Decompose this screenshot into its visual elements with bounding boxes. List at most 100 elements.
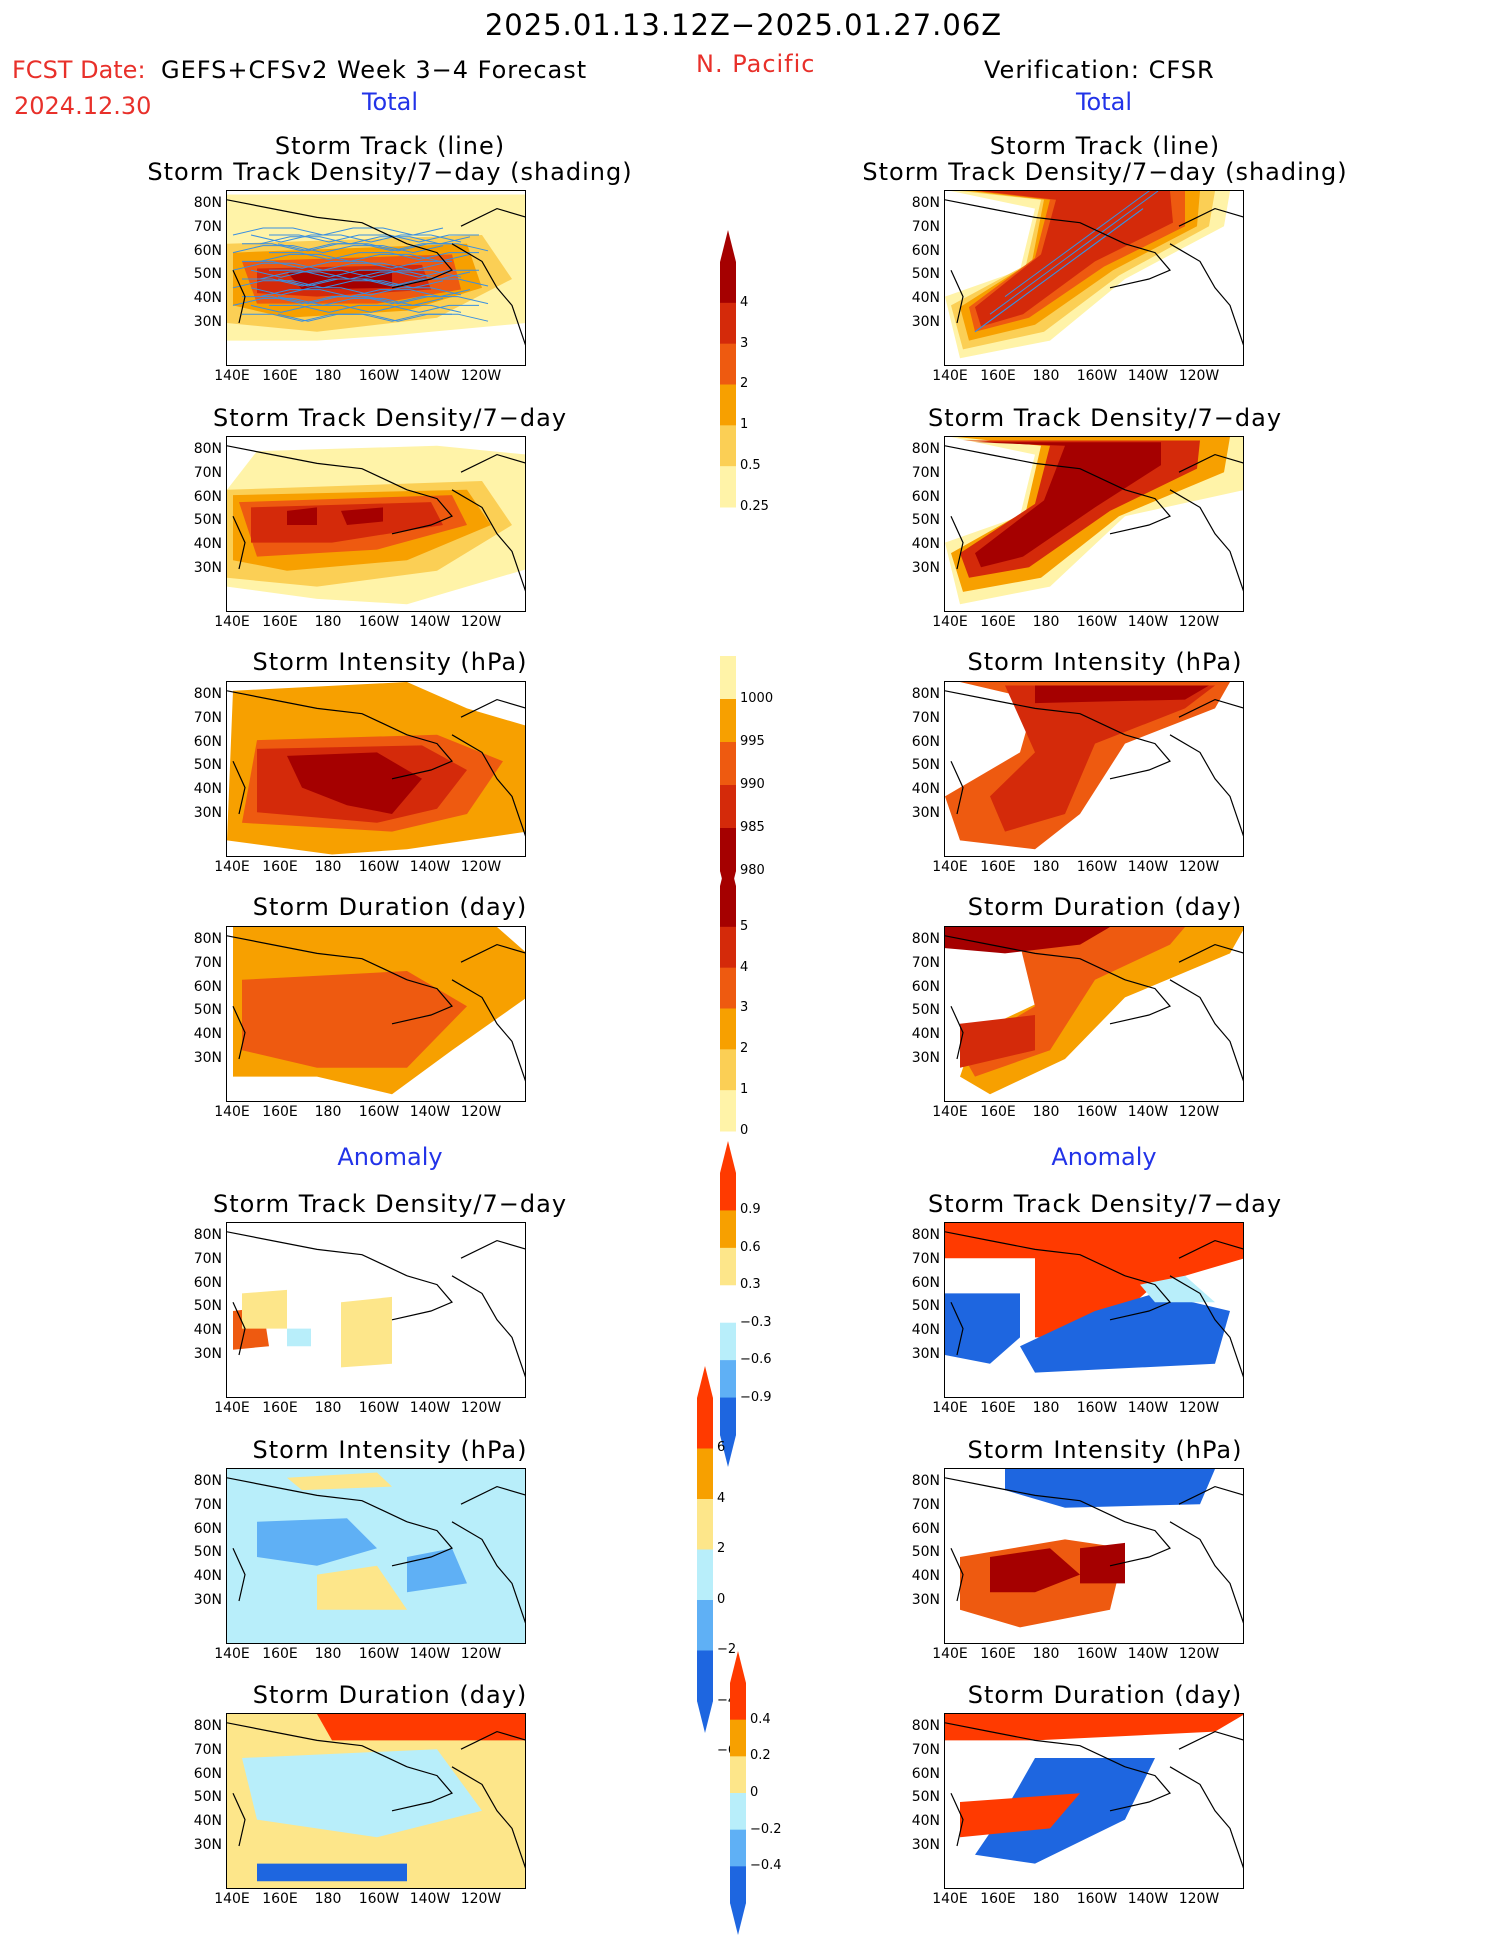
colorbar-swatch bbox=[697, 1549, 713, 1601]
lat-tick-label: 60N bbox=[193, 1520, 222, 1537]
lat-tick-label: 30N bbox=[193, 1836, 222, 1853]
lon-tick-label: 120W bbox=[1178, 614, 1220, 630]
lat-tick-label: 40N bbox=[193, 1568, 222, 1585]
storm-track-line bbox=[232, 245, 444, 254]
lon-tick-label: 160W bbox=[1076, 1646, 1118, 1662]
lat-tick-label: 30N bbox=[911, 1049, 940, 1066]
lat-tick-label: 70N bbox=[911, 1496, 940, 1513]
lon-tick-label: 140E bbox=[932, 1891, 968, 1907]
lon-tick-label: 160E bbox=[980, 1400, 1016, 1416]
lon-tick-label: 160E bbox=[980, 1104, 1016, 1120]
lon-tick-label: 160E bbox=[980, 1891, 1016, 1907]
lat-tick-label: 30N bbox=[193, 1049, 222, 1066]
colorbar-anom_intensity bbox=[697, 1366, 713, 1733]
lon-tick-label: 180 bbox=[1032, 1891, 1060, 1907]
lon-tick-label: 160W bbox=[358, 1646, 400, 1662]
lat-tick-label: 80N bbox=[193, 1473, 222, 1490]
lon-tick-label: 120W bbox=[1178, 1104, 1220, 1120]
coastline bbox=[1178, 1730, 1243, 1750]
colorbar-arrow-top bbox=[720, 1141, 736, 1173]
lat-tick-label: 40N bbox=[193, 536, 222, 553]
lon-tick-label: 140E bbox=[932, 614, 968, 630]
lat-tick-label: 80N bbox=[911, 195, 940, 212]
coastline bbox=[227, 199, 408, 245]
lat-tick-label: 30N bbox=[911, 1591, 940, 1608]
coastline bbox=[460, 1239, 525, 1259]
coastline bbox=[451, 1275, 525, 1378]
colorbar-swatch bbox=[720, 1090, 736, 1132]
lat-tick-label: 60N bbox=[911, 733, 940, 750]
colorbar-swatch bbox=[720, 656, 736, 700]
storm-track-line bbox=[277, 313, 489, 322]
storm-track-line bbox=[242, 260, 452, 269]
lat-tick-label: 40N bbox=[911, 536, 940, 553]
storm-track-line bbox=[250, 269, 462, 278]
coastline bbox=[1109, 979, 1171, 1025]
coastline bbox=[391, 979, 453, 1025]
colorbar-swatch bbox=[720, 1322, 736, 1361]
shade-region bbox=[317, 1565, 407, 1610]
map-anom-intensity-right bbox=[944, 1468, 1244, 1644]
shade-region bbox=[287, 507, 317, 525]
lat-tick-label: 30N bbox=[911, 559, 940, 576]
lon-tick-label: 180 bbox=[314, 368, 342, 384]
colorbar-swatch bbox=[720, 926, 736, 969]
lon-tick-label: 140E bbox=[214, 1104, 250, 1120]
shade-region bbox=[945, 1293, 1020, 1364]
coastline bbox=[227, 1231, 408, 1277]
colorbar-label: −2 bbox=[717, 1642, 737, 1658]
map-density-left bbox=[226, 436, 526, 612]
colorbar-label: 995 bbox=[740, 733, 765, 749]
lat-tick-label: 70N bbox=[193, 709, 222, 726]
colorbar-swatch bbox=[720, 343, 736, 385]
lon-tick-label: 120W bbox=[1178, 1891, 1220, 1907]
coastline bbox=[391, 1275, 453, 1321]
storm-track-line bbox=[232, 297, 444, 306]
shade-region bbox=[1080, 1542, 1125, 1584]
coastline bbox=[451, 489, 525, 592]
lon-tick-label: 140E bbox=[932, 1104, 968, 1120]
lon-tick-label: 180 bbox=[1032, 368, 1060, 384]
coastline bbox=[950, 515, 964, 570]
lon-tick-label: 120W bbox=[460, 859, 502, 875]
colorbar-swatch bbox=[697, 1499, 713, 1550]
lat-tick-label: 40N bbox=[911, 1322, 940, 1339]
colorbar-label: 4 bbox=[717, 1490, 726, 1506]
coastline bbox=[950, 760, 964, 815]
coastline bbox=[460, 207, 525, 227]
lat-tick-label: 80N bbox=[193, 931, 222, 948]
coastline bbox=[1109, 734, 1171, 780]
storm-track-line bbox=[974, 208, 1144, 333]
coastline bbox=[1109, 1275, 1171, 1321]
lon-tick-label: 140E bbox=[932, 1400, 968, 1416]
colorbar-label: 2 bbox=[740, 1041, 749, 1057]
colorbar-label: 985 bbox=[740, 819, 765, 835]
colorbar-label: 0.5 bbox=[740, 458, 761, 474]
lat-tick-label: 70N bbox=[193, 954, 222, 971]
lat-tick-label: 40N bbox=[911, 1026, 940, 1043]
lon-tick-label: 120W bbox=[460, 614, 502, 630]
colorbar-swatch bbox=[697, 1650, 713, 1702]
storm-track-line bbox=[989, 191, 1159, 315]
lat-tick-label: 80N bbox=[193, 1718, 222, 1735]
colorbar-swatch bbox=[720, 384, 736, 426]
map-intensity-right bbox=[944, 681, 1244, 857]
lon-tick-label: 120W bbox=[1178, 859, 1220, 875]
lat-tick-label: 50N bbox=[193, 1789, 222, 1806]
colorbar-label: 990 bbox=[740, 776, 765, 792]
lat-tick-label: 60N bbox=[193, 1274, 222, 1291]
lon-tick-label: 160E bbox=[262, 1891, 298, 1907]
storm-track-line bbox=[250, 234, 462, 243]
lat-tick-label: 50N bbox=[193, 1544, 222, 1561]
lat-tick-label: 50N bbox=[193, 1002, 222, 1019]
lat-tick-label: 30N bbox=[911, 804, 940, 821]
lat-tick-label: 30N bbox=[193, 559, 222, 576]
lat-tick-label: 70N bbox=[193, 1496, 222, 1513]
title-anom-duration-left: Storm Duration (day) bbox=[252, 1681, 528, 1709]
lat-tick-label: 60N bbox=[193, 978, 222, 995]
title-duration-left: Storm Duration (day) bbox=[252, 893, 528, 921]
lon-tick-label: 140W bbox=[1127, 1104, 1169, 1120]
lon-tick-label: 140E bbox=[932, 1646, 968, 1662]
lon-tick-label: 140W bbox=[1127, 614, 1169, 630]
coastline bbox=[945, 445, 1126, 491]
